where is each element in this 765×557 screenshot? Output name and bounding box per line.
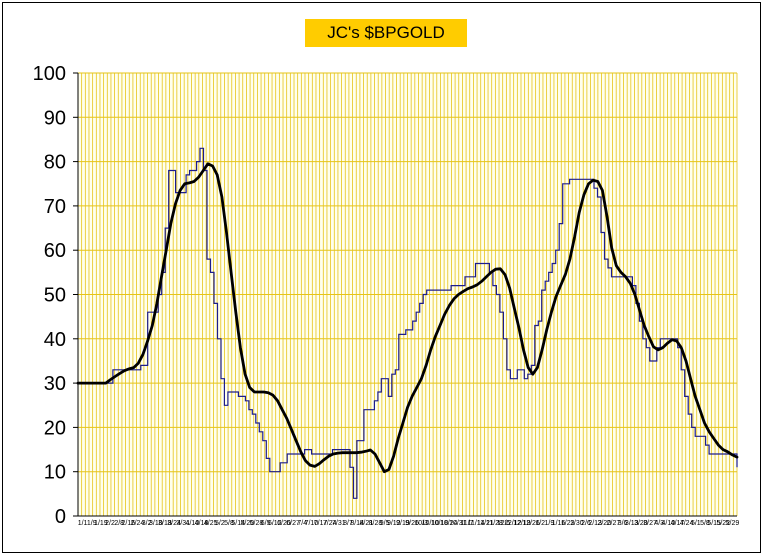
- x-tick-label: 5/22: [716, 520, 730, 527]
- x-tick-label: 1/9: [87, 520, 97, 527]
- x-tick-label: 1/23: [561, 520, 575, 527]
- x-tick-label: 6/20: [277, 520, 291, 527]
- x-tick-label: 10/10: [422, 520, 440, 527]
- x-tick-labels: 1/1 1/91/192/2 2/82/162/243/23/103/183/243…: [78, 520, 740, 527]
- x-tick-label: 2/16: [122, 520, 136, 527]
- y-tick-label: 90: [44, 107, 66, 129]
- x-tick-label: 1/30: [570, 520, 584, 527]
- x-tick-label: 7/4: [297, 520, 307, 527]
- y-tick-label: 70: [44, 196, 66, 218]
- x-tick-label: 8/28: [369, 520, 383, 527]
- y-tick-label: 10: [44, 462, 66, 484]
- x-tick-label: 7/31: [332, 520, 346, 527]
- x-tick-label: 2/2: [105, 520, 115, 527]
- grid-lines: [78, 72, 738, 517]
- x-tick-label: 2/20: [597, 520, 611, 527]
- x-tick-label: 4/3: [654, 520, 664, 527]
- x-tick-label: 11/14: [468, 520, 485, 527]
- x-tick-label: 2/8: [114, 520, 124, 527]
- x-tick-label: 7/24: [323, 520, 337, 527]
- axes: [73, 72, 737, 517]
- x-tick-label: 3/10: [149, 520, 163, 527]
- x-tick-label: 3/24: [167, 520, 181, 527]
- x-tick-label: 3/31: [176, 520, 190, 527]
- x-tick-label: 2/6: [581, 520, 591, 527]
- x-tick-label: 4/18: [195, 520, 209, 527]
- y-tick-label: 0: [55, 506, 66, 528]
- x-tick-label: 1/16: [552, 520, 566, 527]
- x-tick-label: 12/19: [513, 520, 531, 527]
- x-tick-label: 4/10: [662, 520, 676, 527]
- x-tick-label: 9/26: [405, 520, 419, 527]
- x-tick-label: 9/12: [387, 520, 401, 527]
- x-tick-label: 9/5: [380, 520, 390, 527]
- raw-step-line: [78, 147, 738, 499]
- x-tick-label: 5/1: [691, 520, 701, 527]
- x-tick-label: 1/1: [78, 520, 88, 527]
- x-tick-label: 10/24: [440, 520, 458, 527]
- x-tick-label: 3/20: [634, 520, 648, 527]
- x-tick-label: 4/10: [186, 520, 200, 527]
- x-tick-label: 6/27: [286, 520, 300, 527]
- x-tick-label: 11/28: [486, 520, 503, 527]
- x-tick-label: 1/9: [545, 520, 555, 527]
- x-tick-label: 1/2: [535, 520, 545, 527]
- x-tick-label: 3/13: [625, 520, 639, 527]
- x-tick-label: 5/2: [215, 520, 225, 527]
- x-tick-label: 8/21: [360, 520, 374, 527]
- x-tick-label: 5/8: [224, 520, 234, 527]
- x-tick-label: 5/20: [241, 520, 255, 527]
- chart-title: JC's $BPGOLD: [305, 19, 467, 47]
- x-tick-label: 6/12: [268, 520, 282, 527]
- x-tick-label: 5/8: [700, 520, 710, 527]
- x-tick-label: 5/29: [726, 520, 740, 527]
- x-tick-label: 8/7: [343, 520, 353, 527]
- x-tick-label: 2/13: [588, 520, 602, 527]
- x-tick-label: 12/5: [497, 520, 511, 527]
- y-tick-labels: 0 10 20 30 40 50 60 70 80 90 100: [33, 63, 66, 528]
- x-tick-label: 3/27: [643, 520, 657, 527]
- x-tick-label: 5/14: [231, 520, 245, 527]
- x-tick-label: 3/6: [618, 520, 628, 527]
- x-tick-label: 9/19: [396, 520, 410, 527]
- y-tick-label: 50: [44, 285, 66, 307]
- x-tick-label: 7/17: [314, 520, 328, 527]
- x-tick-label: 4/24: [680, 520, 694, 527]
- x-tick-label: 1/19: [94, 520, 108, 527]
- x-tick-label: 4/17: [671, 520, 685, 527]
- x-tick-label: 4/25: [204, 520, 218, 527]
- series-lines: [76, 147, 739, 499]
- y-tick-label: 30: [44, 373, 66, 395]
- x-tick-label: 10/18: [431, 520, 449, 527]
- x-tick-label: 3/18: [158, 520, 172, 527]
- x-tick-label: 5/28: [250, 520, 264, 527]
- x-tick-label: 5/15: [707, 520, 721, 527]
- smoothed-line: [76, 162, 739, 474]
- x-tick-label: 2/27: [607, 520, 621, 527]
- x-tick-label: 7/10: [305, 520, 319, 527]
- x-tick-label: 11/21: [477, 520, 494, 527]
- y-tick-label: 60: [44, 240, 66, 262]
- x-tick-label: 10/31: [449, 520, 467, 527]
- x-tick-label: 8/14: [350, 520, 364, 527]
- x-tick-label: 12/12: [504, 520, 522, 527]
- y-tick-label: 100: [33, 63, 66, 85]
- y-tick-label: 40: [44, 329, 66, 351]
- x-tick-label: 10/3: [414, 520, 428, 527]
- y-tick-label: 20: [44, 417, 66, 439]
- y-tick-label: 80: [44, 152, 66, 174]
- x-tick-label: 3/2: [142, 520, 152, 527]
- x-tick-label: 12/26: [522, 520, 540, 527]
- x-tick-label: 6/5: [261, 520, 271, 527]
- x-tick-label: 2/24: [131, 520, 145, 527]
- x-tick-label: 11/7: [460, 520, 473, 527]
